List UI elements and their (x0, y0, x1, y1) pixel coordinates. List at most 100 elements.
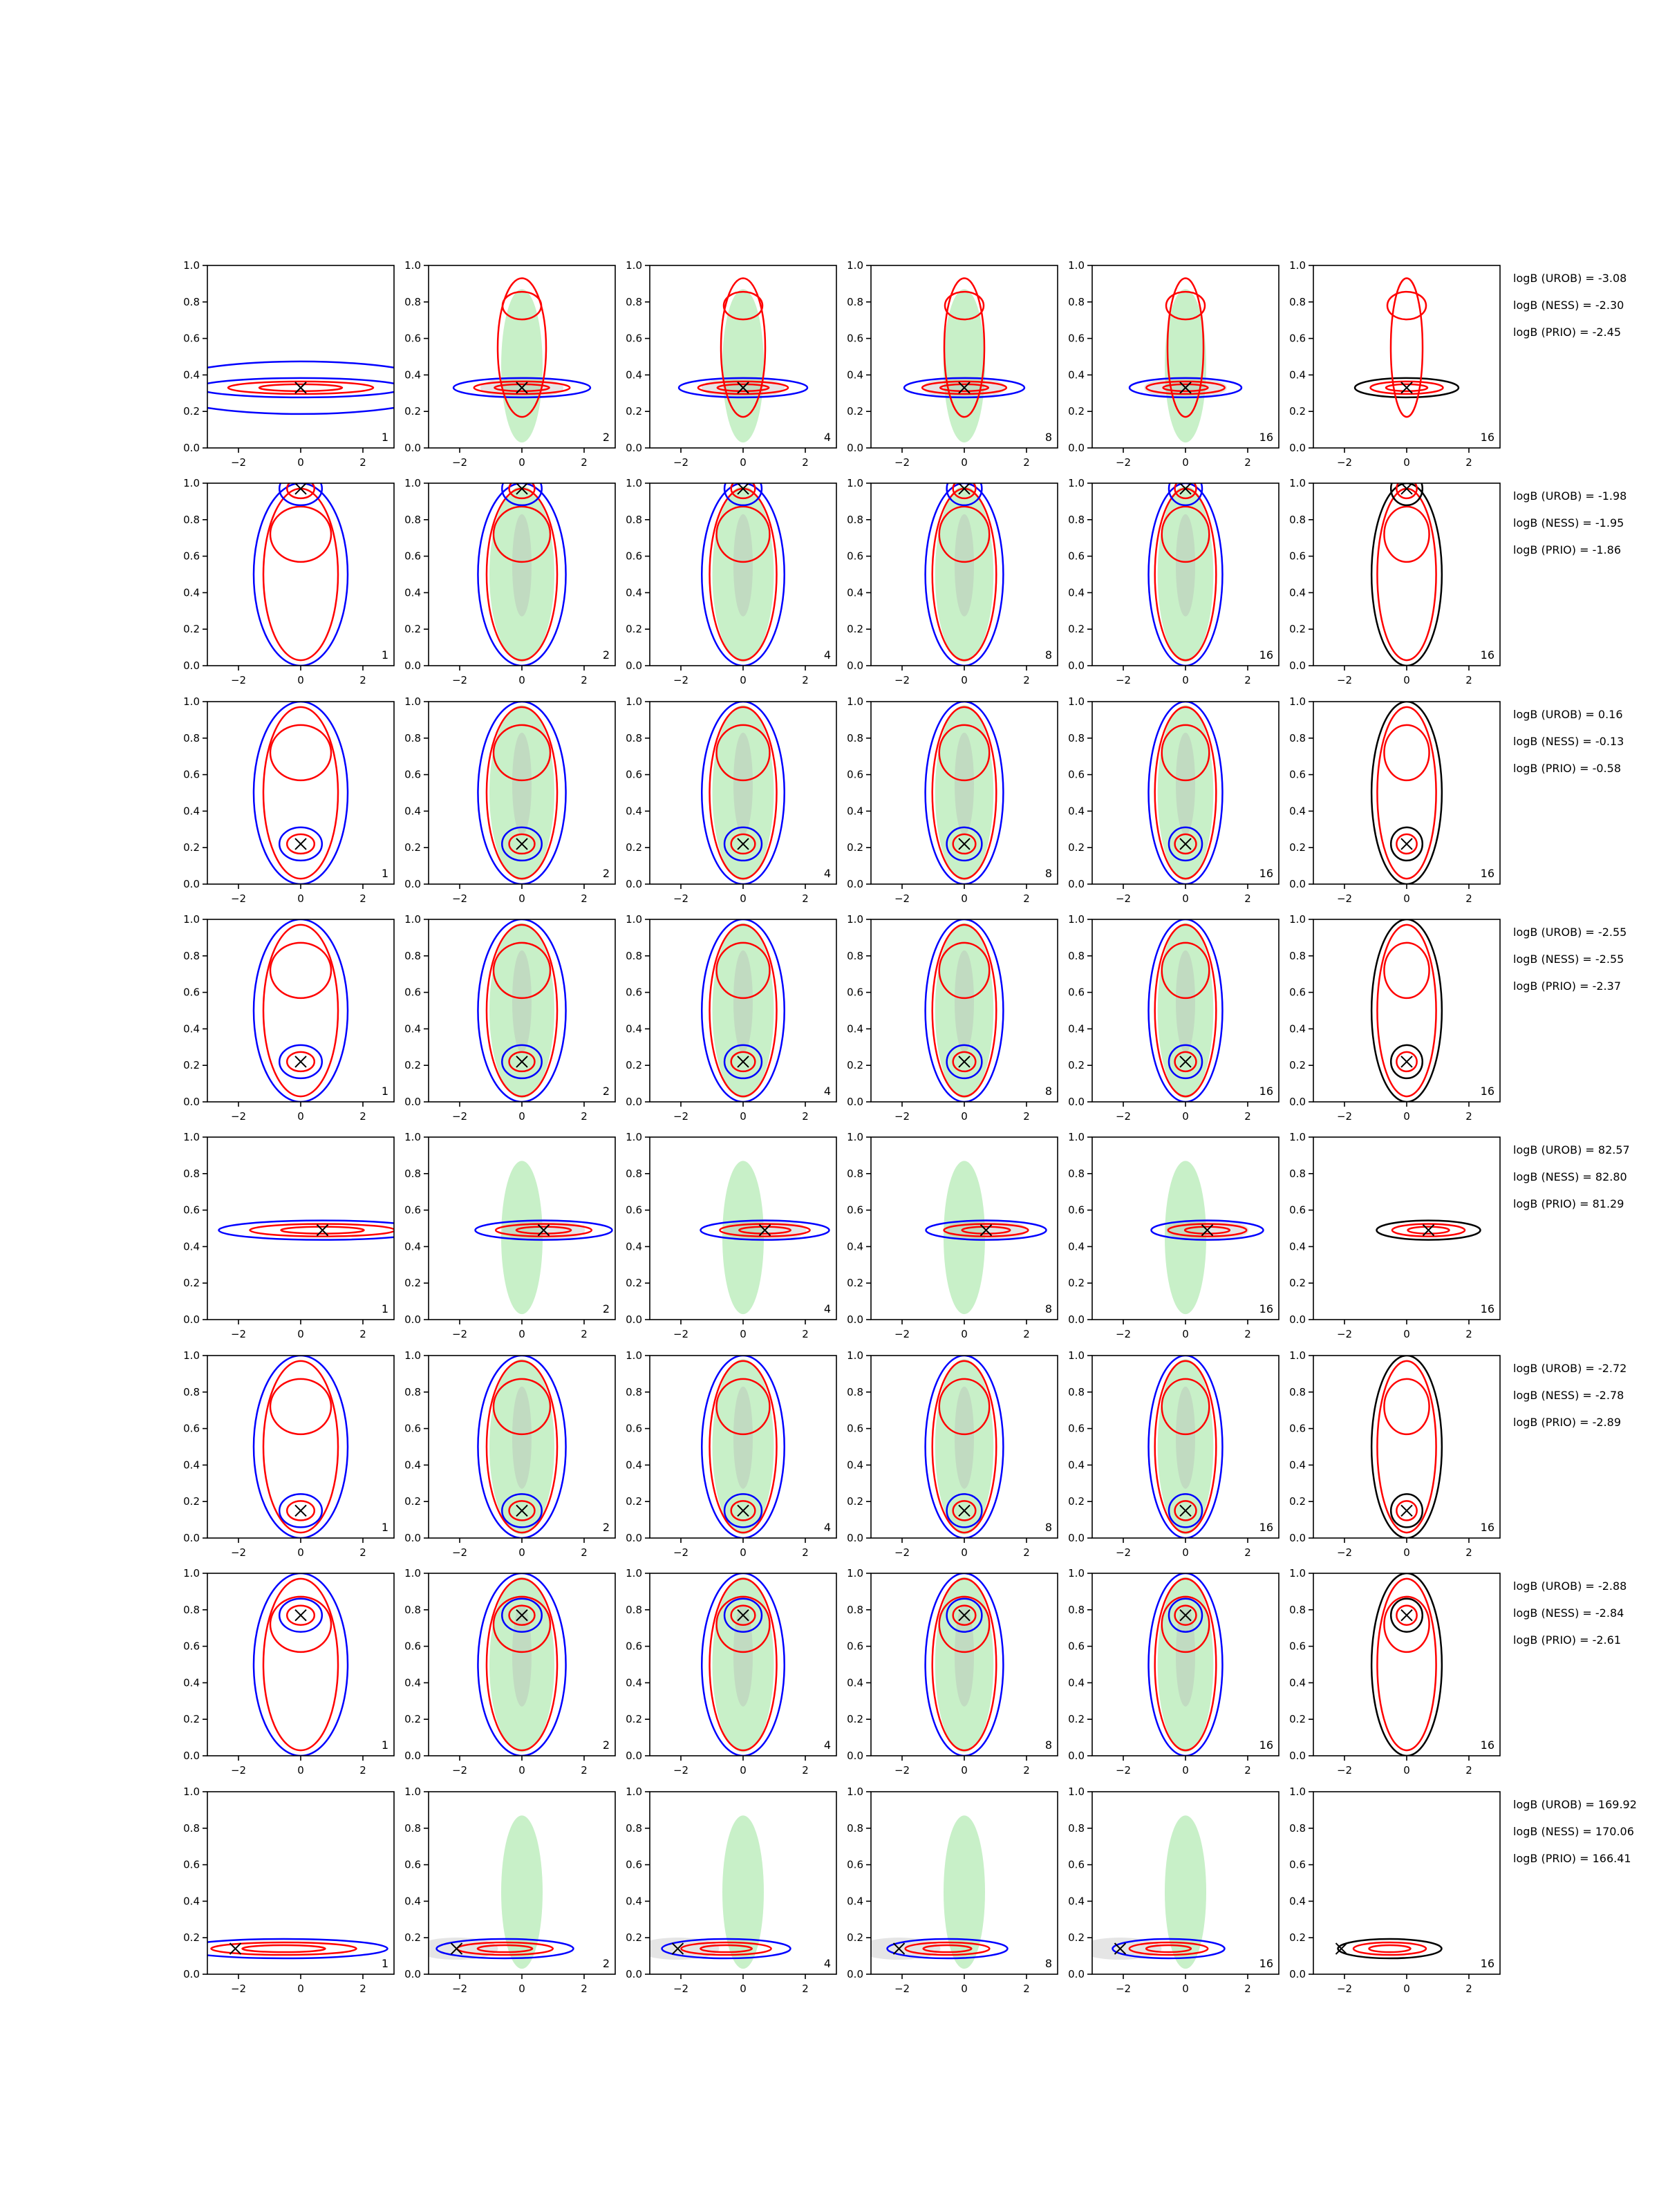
y-tick-label: 1.0 (404, 913, 421, 926)
x-tick-label: 0 (518, 892, 525, 905)
y-tick-label: 0.8 (847, 950, 863, 962)
x-tick-label: 0 (1182, 1110, 1189, 1123)
truth-marker (516, 1056, 528, 1068)
contour-red-tall (262, 924, 339, 1098)
x-tick-label: 2 (802, 456, 809, 469)
y-tick-label: 0.0 (1068, 442, 1085, 454)
contour-outer-tall (477, 702, 567, 884)
y-tick-label: 0.4 (847, 1895, 863, 1907)
panel-label: 16 (1481, 1302, 1494, 1315)
panel-r4-c4: −2 0 2 0.0 0.2 0.4 0.6 0.8 1.0 8 (847, 913, 1058, 1123)
x-tick-label: −2 (1337, 1764, 1352, 1777)
x-tick-label: −2 (452, 1328, 467, 1340)
contour-outer-tall (1370, 483, 1443, 666)
x-tick-label: 2 (1023, 1328, 1030, 1340)
y-tick-label: 0.0 (1068, 1968, 1085, 1980)
y-tick-label: 0.4 (626, 1676, 642, 1689)
y-tick-label: 0.2 (183, 1931, 200, 1944)
contour-mode-inner (1396, 483, 1418, 500)
y-tick-label: 0.2 (847, 1713, 863, 1725)
contour-red-upper (715, 1595, 771, 1653)
plot-area (477, 1356, 567, 1538)
contour-red-outer (719, 1223, 811, 1237)
logb-annotation-r2-1: logB (UROB) = -1.98 (1513, 489, 1627, 503)
y-tick-label: 0.2 (183, 1495, 200, 1508)
contour-outer-tall (1147, 919, 1224, 1102)
y-tick-label: 1.0 (404, 1567, 421, 1580)
truth-marker (516, 482, 528, 495)
y-tick-label: 0.0 (626, 1096, 642, 1108)
x-tick-label: 2 (1023, 674, 1030, 686)
panel-r3-c2: −2 0 2 0.0 0.2 0.4 0.6 0.8 1.0 2 (404, 695, 616, 905)
y-tick-label: 0.0 (183, 1968, 200, 1980)
truth-marker (450, 1942, 463, 1955)
y-tick-label: 0.2 (1068, 623, 1085, 635)
panel-r7-c5: −2 0 2 0.0 0.2 0.4 0.6 0.8 1.0 16 (1068, 1567, 1280, 1777)
contour-outer-tall (252, 1573, 349, 1756)
y-tick-label: 0.2 (1289, 1713, 1306, 1725)
density-fill-lobe (1168, 1448, 1203, 1504)
panel-label: 2 (603, 1302, 610, 1315)
y-tick-label: 0.6 (404, 1423, 421, 1435)
axes-frame (207, 482, 395, 666)
contour-red-inner (258, 383, 344, 393)
density-fill-lobe (504, 1598, 540, 1654)
axes-frame (1313, 265, 1501, 449)
panel-label: 16 (1481, 1521, 1494, 1534)
plot-area (252, 919, 349, 1102)
x-tick-label: −2 (1116, 1764, 1131, 1777)
x-tick-label: −2 (894, 1764, 910, 1777)
plot-area (924, 702, 1004, 884)
y-tick-label: 0.8 (626, 950, 642, 962)
plot-area (650, 1815, 791, 1969)
y-tick-label: 0.4 (1068, 1240, 1085, 1253)
contour-outer (218, 1219, 394, 1241)
panel-r7-c2: −2 0 2 0.0 0.2 0.4 0.6 0.8 1.0 2 (404, 1567, 616, 1777)
y-tick-label: 0.4 (183, 586, 200, 599)
contour-red-outer (1167, 1223, 1248, 1237)
contour-mode (278, 826, 324, 862)
y-tick-label: 0.0 (847, 659, 863, 672)
contour-red-tall (1154, 706, 1217, 880)
panel-r1-c4: −2 0 2 0.0 0.2 0.4 0.6 0.8 1.0 8 (847, 259, 1058, 469)
panel-r2-c3: −2 0 2 0.0 0.2 0.4 0.6 0.8 1.0 4 (626, 477, 837, 686)
contour-red-upper (1161, 505, 1210, 563)
truth-marker (294, 1609, 307, 1622)
contour-mode-inner (508, 833, 536, 855)
contour-outer-tall (252, 702, 349, 884)
y-tick-label: 0.8 (1289, 1604, 1306, 1616)
density-fill-outer (501, 289, 543, 443)
y-tick-label: 0.2 (626, 1495, 642, 1508)
logb-annotation-r8-2: logB (NESS) = 170.06 (1513, 1825, 1634, 1838)
y-tick-label: 0.6 (1289, 550, 1306, 563)
contour-red-upper (938, 941, 991, 1000)
y-tick-label: 0.0 (404, 442, 421, 454)
y-tick-label: 1.0 (404, 477, 421, 489)
y-tick-label: 1.0 (626, 1131, 642, 1143)
density-fill-inner (733, 950, 753, 1053)
logb-annotation-r4-3: logB (PRIO) = -2.37 (1513, 980, 1621, 993)
contour-red-outer (1128, 1941, 1209, 1956)
x-tick-label: 2 (802, 1546, 809, 1559)
y-tick-label: 0.4 (183, 1895, 200, 1907)
logb-annotation-r7-2: logB (NESS) = -2.84 (1513, 1606, 1624, 1620)
y-tick-label: 0.2 (626, 841, 642, 854)
y-tick-label: 0.2 (847, 1277, 863, 1289)
truth-marker (516, 838, 528, 850)
truth-marker (671, 1942, 684, 1955)
panel-label: 2 (603, 1521, 610, 1534)
contour-mode (723, 826, 763, 862)
y-tick-label: 1.0 (183, 695, 200, 708)
y-tick-label: 1.0 (1068, 1349, 1085, 1362)
truth-marker (737, 1504, 749, 1517)
panel-r5-c5: −2 0 2 0.0 0.2 0.4 0.6 0.8 1.0 16 (1068, 1131, 1280, 1340)
panel-r8-c1: −2 0 2 0.0 0.2 0.4 0.6 0.8 1.0 1 (183, 1785, 395, 1995)
density-fill-inner (512, 514, 532, 617)
y-tick-label: 0.0 (183, 659, 200, 672)
axes-frame (207, 265, 395, 449)
y-tick-label: 1.0 (183, 913, 200, 926)
x-tick-label: −2 (1337, 1983, 1352, 1995)
density-fill-outer (1165, 1815, 1206, 1969)
x-tick-label: 2 (802, 1110, 809, 1123)
density-fill-inner (512, 950, 532, 1053)
